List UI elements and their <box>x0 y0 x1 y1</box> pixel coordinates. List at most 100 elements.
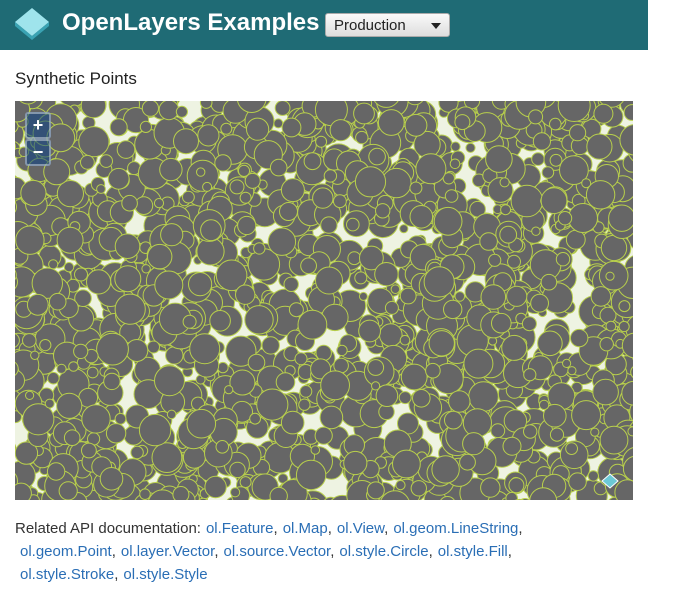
point <box>570 328 589 348</box>
point <box>593 103 614 124</box>
point <box>368 147 386 166</box>
map[interactable]: + − <box>15 101 633 500</box>
point <box>549 117 562 131</box>
point <box>315 344 332 362</box>
point <box>384 300 399 315</box>
api-link[interactable]: ol.style.Style <box>123 566 208 583</box>
api-link[interactable]: ol.style.Fill <box>437 543 508 560</box>
point <box>31 267 63 299</box>
point <box>587 470 599 482</box>
point <box>134 196 154 215</box>
point <box>153 198 165 209</box>
point <box>249 412 262 425</box>
point <box>99 154 113 168</box>
point <box>508 477 525 494</box>
point <box>138 413 172 447</box>
separator: , <box>507 543 512 560</box>
point <box>269 158 288 177</box>
point <box>125 339 149 362</box>
separator: , <box>518 520 523 537</box>
point <box>283 276 299 293</box>
point <box>585 180 616 210</box>
point <box>39 339 52 352</box>
mode-select[interactable]: Production <box>325 13 450 37</box>
point <box>182 190 195 204</box>
point <box>379 323 403 347</box>
point <box>399 224 409 234</box>
point <box>510 184 544 218</box>
point <box>468 381 499 412</box>
point <box>630 366 633 378</box>
point <box>507 254 521 269</box>
point <box>73 343 89 359</box>
point <box>188 272 213 297</box>
point <box>499 177 510 188</box>
point <box>44 398 55 409</box>
point <box>440 496 455 500</box>
point <box>175 105 188 118</box>
point <box>312 187 334 209</box>
api-link[interactable]: ol.geom.LineString <box>393 520 519 537</box>
point <box>448 390 471 413</box>
zoom-in[interactable]: + <box>25 112 51 139</box>
api-line: Related API documentation: ol.Feature, ol.… <box>15 517 523 540</box>
api-link[interactable]: ol.Feature <box>205 520 274 537</box>
point <box>358 291 368 301</box>
point <box>294 352 308 366</box>
point <box>485 145 513 173</box>
point <box>182 314 197 329</box>
api-link[interactable]: ol.style.Stroke <box>20 566 115 583</box>
point <box>96 332 129 366</box>
point <box>320 370 351 401</box>
point <box>273 118 284 129</box>
point <box>269 486 288 500</box>
point <box>299 385 313 398</box>
point <box>454 114 471 131</box>
point <box>147 243 173 270</box>
point <box>43 158 71 186</box>
point <box>56 363 67 374</box>
point <box>618 320 630 333</box>
point <box>571 400 602 431</box>
logo[interactable] <box>13 6 51 42</box>
api-link[interactable]: ol.View <box>336 520 385 537</box>
point <box>454 291 466 302</box>
point <box>160 223 184 247</box>
point <box>621 332 633 359</box>
point <box>605 271 615 281</box>
point <box>381 167 412 199</box>
point <box>303 152 322 171</box>
api-link[interactable]: ol.geom.Point <box>20 543 112 560</box>
api-link[interactable]: ol.style.Circle <box>339 543 429 560</box>
point <box>315 266 343 295</box>
separator: , <box>327 520 332 537</box>
zoom-out[interactable]: − <box>25 139 51 166</box>
api-link[interactable]: ol.source.Vector <box>223 543 331 560</box>
point <box>581 178 592 189</box>
point <box>399 334 411 346</box>
point <box>399 287 417 305</box>
point <box>280 178 305 203</box>
attribution-logo[interactable] <box>601 473 619 489</box>
header: OpenLayers Examples Production <box>0 0 648 50</box>
point <box>410 480 427 497</box>
point <box>392 449 421 479</box>
point <box>86 269 112 295</box>
point <box>314 426 333 445</box>
point <box>443 299 463 320</box>
point <box>239 191 252 204</box>
point <box>412 389 431 408</box>
point <box>540 187 568 215</box>
api-docs: Related API documentation: ol.Feature, ol.… <box>15 517 523 586</box>
point <box>506 285 528 307</box>
point <box>279 202 298 221</box>
point <box>281 117 302 138</box>
header-title[interactable]: OpenLayers Examples <box>62 9 320 36</box>
point <box>310 445 321 455</box>
point <box>237 215 257 236</box>
point <box>15 333 20 348</box>
api-link[interactable]: ol.layer.Vector <box>120 543 215 560</box>
point <box>246 117 270 141</box>
point <box>380 490 410 500</box>
api-link[interactable]: ol.Map <box>282 520 328 537</box>
